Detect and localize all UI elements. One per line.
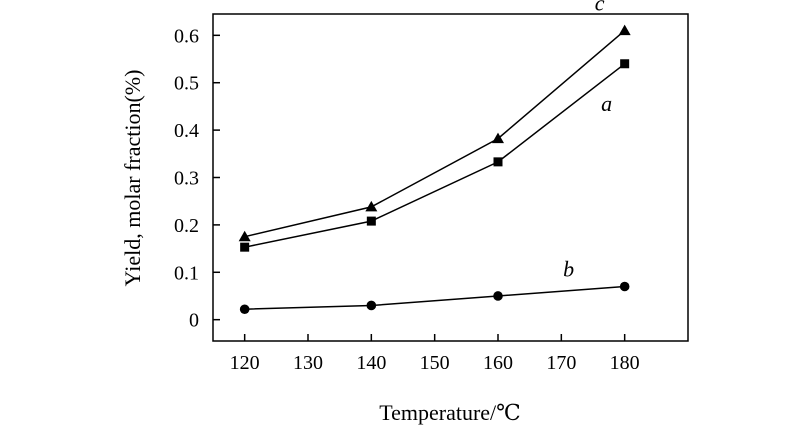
series-b-label: b bbox=[563, 257, 574, 282]
y-tick-label: 0.2 bbox=[174, 215, 199, 237]
series-c-point bbox=[365, 200, 378, 212]
series-layer: c a b bbox=[238, 0, 631, 315]
x-tick-label: 140 bbox=[356, 352, 386, 374]
x-axis-ticks: 120 130 140 150 160 170 180 bbox=[230, 334, 640, 374]
series-b-point bbox=[239, 304, 250, 315]
y-axis-ticks: 0 0.1 0.2 0.3 0.4 0.5 0.6 bbox=[174, 25, 220, 332]
series-c-point bbox=[618, 24, 631, 36]
series-a-point bbox=[493, 157, 503, 167]
y-tick-label: 0.5 bbox=[174, 73, 199, 95]
series-b-line bbox=[244, 285, 625, 310]
x-tick-label: 180 bbox=[610, 352, 640, 374]
y-tick-label: 0.3 bbox=[174, 168, 199, 190]
series-a-line bbox=[244, 63, 626, 248]
series-b-point bbox=[493, 291, 503, 301]
series-b-point bbox=[619, 281, 630, 292]
series-c-line bbox=[244, 30, 626, 238]
series-c-point bbox=[492, 132, 504, 144]
y-axis-title: Yield, molar fraction(%) bbox=[120, 70, 145, 287]
x-tick-label: 160 bbox=[483, 352, 513, 374]
series-a-point bbox=[620, 59, 630, 69]
series-a-label: a bbox=[601, 91, 612, 116]
series-c-label: c bbox=[595, 0, 605, 16]
y-tick-label: 0.4 bbox=[174, 120, 199, 142]
x-tick-label: 120 bbox=[230, 352, 260, 374]
x-tick-label: 130 bbox=[293, 352, 323, 374]
series-c-point bbox=[238, 230, 251, 242]
x-tick-label: 150 bbox=[420, 352, 450, 374]
y-tick-label: 0.6 bbox=[174, 25, 199, 47]
y-tick-label: 0 bbox=[189, 310, 199, 332]
plot-frame bbox=[212, 13, 689, 342]
x-tick-label: 170 bbox=[546, 352, 576, 374]
x-axis-title: Temperature/℃ bbox=[379, 400, 521, 425]
series-a-point bbox=[240, 242, 250, 252]
y-tick-label: 0.1 bbox=[174, 262, 199, 284]
series-b-point bbox=[366, 300, 377, 311]
series-a-point bbox=[366, 216, 376, 226]
